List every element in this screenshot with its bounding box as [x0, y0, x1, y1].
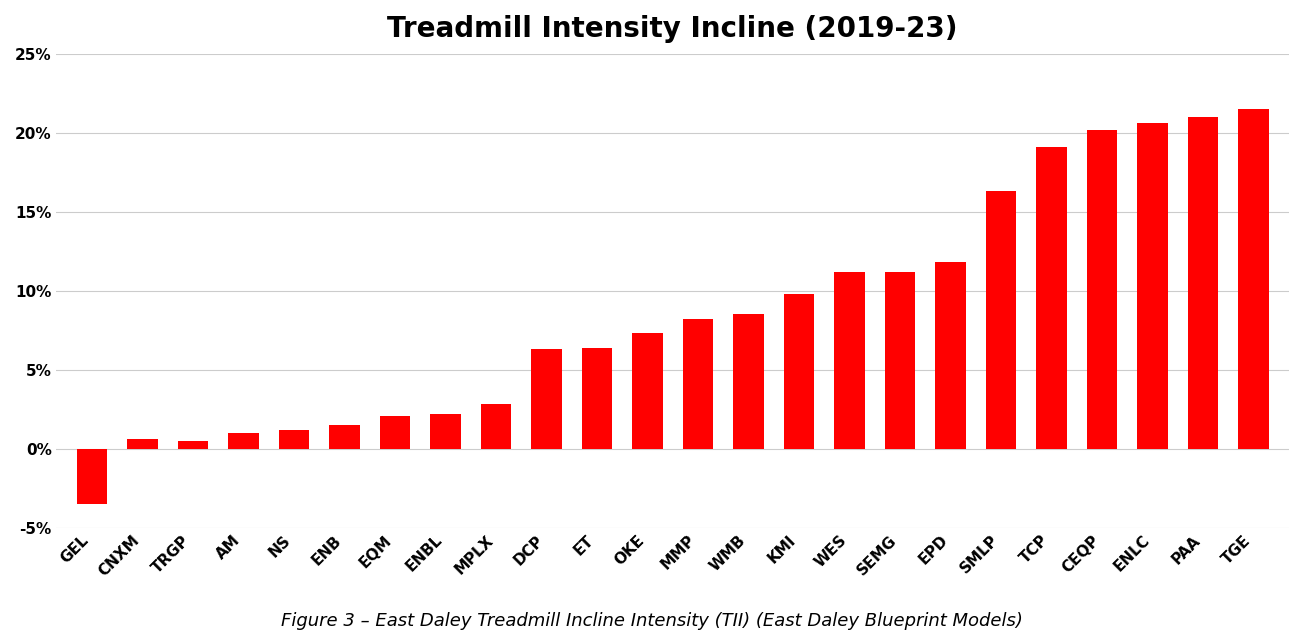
Bar	[582, 348, 612, 449]
Bar	[379, 415, 409, 449]
Bar	[1088, 130, 1118, 449]
Bar	[531, 349, 562, 449]
Bar	[733, 314, 764, 449]
Bar	[77, 449, 107, 504]
Bar	[481, 404, 511, 449]
Bar	[1037, 147, 1067, 449]
Bar	[1188, 117, 1218, 449]
Bar	[177, 441, 209, 449]
Bar	[835, 272, 865, 449]
Bar	[128, 439, 158, 449]
Bar	[1137, 123, 1168, 449]
Bar	[228, 433, 258, 449]
Title: Treadmill Intensity Incline (2019-23): Treadmill Intensity Incline (2019-23)	[387, 15, 958, 43]
Bar	[885, 272, 915, 449]
Bar	[1239, 109, 1269, 449]
Bar	[632, 333, 662, 449]
Text: Figure 3 – East Daley Treadmill Incline Intensity (TII) (East Daley Blueprint Mo: Figure 3 – East Daley Treadmill Incline …	[282, 612, 1022, 629]
Bar	[329, 425, 360, 449]
Bar	[279, 430, 309, 449]
Bar	[683, 319, 713, 449]
Bar	[935, 262, 966, 449]
Bar	[986, 191, 1016, 449]
Bar	[784, 294, 814, 449]
Bar	[430, 414, 460, 449]
